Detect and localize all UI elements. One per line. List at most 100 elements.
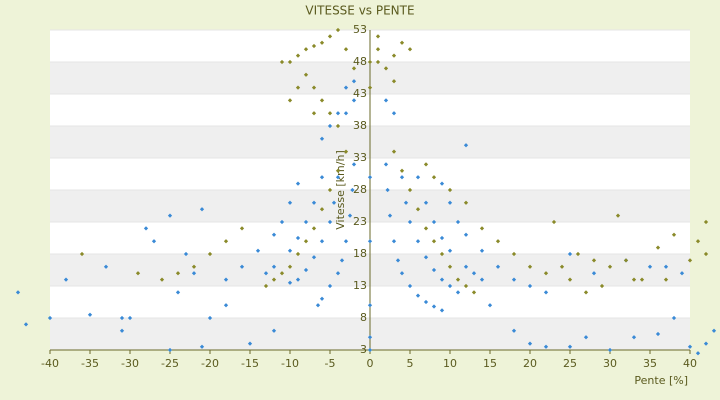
point xyxy=(271,232,277,237)
point xyxy=(183,251,189,257)
x-tick-label: 35 xyxy=(643,357,657,370)
point xyxy=(447,264,453,269)
point xyxy=(311,200,317,205)
point xyxy=(199,207,205,212)
point xyxy=(423,200,429,205)
point xyxy=(463,283,469,289)
point xyxy=(431,219,437,225)
x-tick-label: 25 xyxy=(563,357,577,370)
y-tick-label: 3 xyxy=(360,343,367,356)
point xyxy=(167,213,173,218)
y-tick-label: 53 xyxy=(353,23,367,36)
point xyxy=(567,251,573,257)
point xyxy=(463,143,469,148)
x-axis-label: Pente [%] xyxy=(634,374,688,387)
point xyxy=(463,232,469,237)
point xyxy=(223,303,229,308)
x-tick-label: 10 xyxy=(443,357,457,370)
x-tick-label: 5 xyxy=(407,357,414,370)
point xyxy=(511,251,517,257)
point xyxy=(655,331,661,337)
point xyxy=(431,175,437,180)
point xyxy=(655,245,661,250)
y-tick-label: 13 xyxy=(353,279,367,292)
point xyxy=(223,277,229,282)
point xyxy=(639,277,645,282)
point xyxy=(295,235,301,241)
point xyxy=(415,239,421,244)
point xyxy=(495,239,501,244)
point xyxy=(271,328,277,333)
point xyxy=(385,187,390,193)
point xyxy=(199,344,205,349)
point xyxy=(687,258,693,263)
point xyxy=(647,264,653,269)
x-tick-label: 30 xyxy=(603,357,617,370)
point xyxy=(339,258,345,263)
point xyxy=(135,271,141,276)
point xyxy=(687,344,693,349)
point xyxy=(431,267,437,273)
point xyxy=(295,251,301,257)
point xyxy=(591,271,597,276)
point xyxy=(295,181,301,186)
point xyxy=(327,187,333,193)
point xyxy=(79,251,85,257)
point xyxy=(471,290,477,295)
point xyxy=(407,219,413,225)
point xyxy=(127,315,133,321)
point xyxy=(279,271,285,276)
x-tick-label: -20 xyxy=(201,357,219,370)
point xyxy=(679,271,685,276)
point xyxy=(543,344,549,349)
point xyxy=(335,168,341,173)
point xyxy=(631,277,637,282)
point xyxy=(407,283,413,289)
point xyxy=(559,264,565,269)
y-tick-label: 18 xyxy=(353,247,367,260)
point xyxy=(335,271,341,276)
point xyxy=(335,175,341,180)
point xyxy=(287,280,293,285)
point xyxy=(343,149,349,154)
point xyxy=(439,308,445,313)
point xyxy=(479,248,485,253)
point xyxy=(287,200,293,205)
point xyxy=(255,248,261,253)
point xyxy=(319,296,325,301)
point xyxy=(695,239,701,244)
point xyxy=(311,226,317,231)
point xyxy=(383,162,389,167)
point xyxy=(543,290,549,295)
point xyxy=(423,226,429,231)
point xyxy=(415,175,421,180)
point xyxy=(407,187,413,193)
point xyxy=(567,344,573,349)
point xyxy=(327,219,333,225)
y-tick-label: 28 xyxy=(353,183,367,196)
point xyxy=(567,277,573,282)
point xyxy=(303,267,309,273)
point xyxy=(271,264,277,269)
x-tick-label: 40 xyxy=(683,357,697,370)
x-tick-label: -35 xyxy=(81,357,99,370)
point xyxy=(447,187,453,193)
point xyxy=(695,351,701,356)
point xyxy=(703,219,709,225)
point xyxy=(455,277,461,282)
chart-title: VITESSE vs PENTE xyxy=(305,4,414,18)
point xyxy=(191,271,197,276)
point xyxy=(367,175,373,180)
plot-area xyxy=(49,29,691,354)
point xyxy=(143,226,149,231)
point xyxy=(319,239,325,244)
point xyxy=(367,303,373,308)
point xyxy=(663,264,669,269)
point xyxy=(367,335,373,340)
point xyxy=(439,181,445,186)
point xyxy=(703,341,709,346)
x-tick-label: -40 xyxy=(41,357,59,370)
point xyxy=(511,328,517,333)
point xyxy=(455,290,461,295)
